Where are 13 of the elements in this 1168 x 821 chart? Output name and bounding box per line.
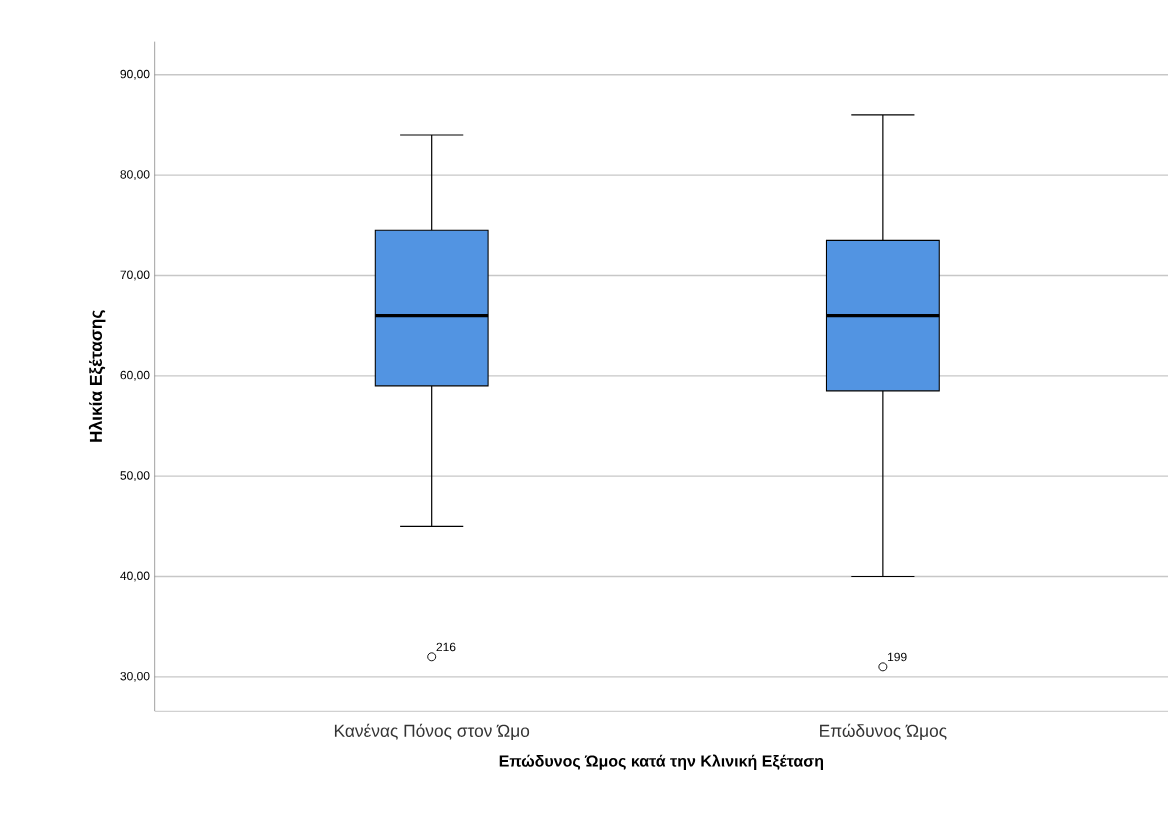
y-tick-label: 30,00 [120,671,150,682]
x-tick-label: Επώδυνος Ώμος [820,723,947,741]
y-tick-label: 70,00 [120,270,150,281]
y-tick-label: 60,00 [120,370,150,381]
y-tick-label: 80,00 [120,170,150,181]
y-axis-title: Ηλικία Εξέτασης [88,310,106,442]
annotation: 199 [888,652,907,662]
y-tick-label: 90,00 [120,69,150,80]
x-tick-label: Κανένας Πόνος στον Ώμο [334,723,530,741]
annotation: 216 [436,642,456,652]
y-tick-label: 50,00 [120,471,150,482]
x-axis-title: Επώδυνος Ώμος κατά την Κλινική Εξέταση [499,754,824,770]
y-tick-label: 40,00 [120,571,150,582]
